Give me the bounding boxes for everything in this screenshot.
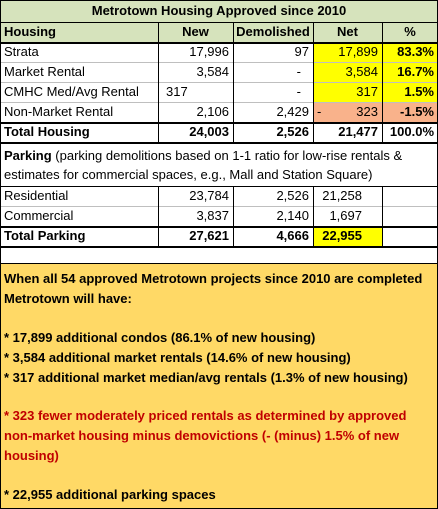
grid-line <box>233 186 234 248</box>
cell-net-negative[interactable]: - 323 <box>313 103 382 122</box>
cell-net[interactable]: 22,955 <box>313 227 382 246</box>
parking-note-line2: estimates for commercial spaces, e.g., M… <box>4 167 373 182</box>
cell-net[interactable]: 3,584 <box>313 63 382 82</box>
grid-line <box>0 22 438 23</box>
table-row: Non-Market Rental 2,106 2,429 - 323 -1.5… <box>0 103 438 122</box>
summary-intro-line2: Metrotown will have: <box>4 291 132 306</box>
grid-line <box>0 102 438 103</box>
row-label[interactable]: Total Parking <box>4 228 86 243</box>
bullet-market-rentals: * 3,584 additional market rentals (14.6%… <box>4 350 351 365</box>
total-housing-row: Total Housing 24,003 2,526 21,477 100.0% <box>0 123 438 142</box>
grid-line <box>313 186 314 248</box>
grid-line <box>313 22 314 144</box>
cell-new[interactable]: 3,584 <box>196 64 229 79</box>
table-row: Residential 23,784 2,526 21,258 <box>0 187 438 206</box>
summary-bullets[interactable]: * 17,899 additional condos (86.1% of new… <box>4 328 408 388</box>
summary-intro-line1: When all 54 approved Metrotown projects … <box>4 271 423 286</box>
row-label[interactable]: Residential <box>4 188 69 203</box>
cell-new[interactable]: 27,621 <box>189 228 229 243</box>
grid-line <box>0 62 438 63</box>
cell-demolished[interactable]: 4,666 <box>276 228 309 243</box>
cell-new[interactable]: 2,106 <box>196 104 229 119</box>
red-note-line3: housing) <box>4 448 59 463</box>
cell-demolished[interactable]: 2,526 <box>276 188 309 203</box>
row-label[interactable]: Market Rental <box>4 64 85 79</box>
total-parking-row: Total Parking 27,621 4,666 22,955 <box>0 227 438 246</box>
cell-new[interactable]: 23,784 <box>189 188 229 203</box>
cell-net[interactable]: 17,899 <box>313 43 382 62</box>
parking-heading: Parking <box>4 148 52 163</box>
cell-demolished[interactable]: - <box>296 64 301 79</box>
table-row: Market Rental 3,584 - 3,584 16.7% <box>0 63 438 82</box>
grid-line <box>0 246 438 248</box>
summary-intro[interactable]: When all 54 approved Metrotown projects … <box>4 269 422 309</box>
grid-line <box>0 122 438 124</box>
header-pct[interactable]: % <box>404 24 416 39</box>
parking-note-text[interactable]: Parking (parking demolitions based on 1-… <box>0 144 438 186</box>
parking-note-line1: (parking demolitions based on 1-1 ratio … <box>51 148 403 163</box>
grid-line <box>382 186 383 248</box>
grid-line <box>0 0 1 509</box>
cell-demolished[interactable]: 97 <box>294 44 309 59</box>
table-row: CMHC Med/Avg Rental 317 - 317 1.5% <box>0 83 438 102</box>
negative-sign: - <box>317 104 322 119</box>
header-row: Housing New Demolished Net % <box>0 23 438 42</box>
row-label[interactable]: Commercial <box>4 208 74 223</box>
header-demolished[interactable]: Demolished <box>236 24 310 39</box>
net-value: 323 <box>356 104 378 119</box>
cell-pct[interactable]: 83.3% <box>382 43 438 62</box>
cell-new[interactable]: 317 <box>166 84 188 99</box>
row-label[interactable]: Total Housing <box>4 124 90 139</box>
grid-line <box>0 42 438 44</box>
red-note-line2: non-market housing minus demovictions (-… <box>4 428 400 443</box>
row-label[interactable]: CMHC Med/Avg Rental <box>4 84 139 99</box>
grid-line <box>0 142 438 144</box>
cell-new[interactable]: 24,003 <box>189 124 229 139</box>
header-new[interactable]: New <box>182 24 209 39</box>
grid-line <box>0 82 438 83</box>
bullet-condos: * 17,899 additional condos (86.1% of new… <box>4 330 316 345</box>
table-row: Strata 17,996 97 17,899 83.3% <box>0 43 438 62</box>
bullet-median-rentals: * 317 additional market median/avg renta… <box>4 370 408 385</box>
table-row: Commercial 3,837 2,140 1,697 <box>0 207 438 226</box>
cell-new[interactable]: 17,996 <box>189 44 229 59</box>
cell-net[interactable]: 1,697 <box>329 208 362 223</box>
cell-net[interactable]: 21,258 <box>322 188 362 203</box>
row-label[interactable]: Non-Market Rental <box>4 104 114 119</box>
cell-demolished[interactable]: 2,140 <box>276 208 309 223</box>
cell-demolished[interactable]: 2,526 <box>276 124 309 139</box>
grid-line <box>382 22 383 144</box>
sheet-title[interactable]: Metrotown Housing Approved since 2010 <box>91 3 347 18</box>
grid-line <box>158 22 159 144</box>
grid-line <box>0 206 438 207</box>
cell-pct[interactable]: 100.0% <box>389 124 434 139</box>
grid-line <box>0 186 438 187</box>
header-net[interactable]: Net <box>337 24 358 39</box>
grid-line <box>0 226 438 228</box>
grid-line <box>0 263 438 264</box>
parking-note: Parking (parking demolitions based on 1-… <box>0 144 438 186</box>
bullet-parking[interactable]: * 22,955 additional parking spaces <box>4 487 216 502</box>
cell-demolished[interactable]: - <box>296 84 301 99</box>
cell-demolished[interactable]: 2,429 <box>276 104 309 119</box>
summary-box: When all 54 approved Metrotown projects … <box>0 264 438 509</box>
cell-pct[interactable]: -1.5% <box>382 103 438 122</box>
grid-line <box>0 0 438 1</box>
header-housing[interactable]: Housing <box>4 24 56 39</box>
grid-line <box>233 22 234 144</box>
row-label[interactable]: Strata <box>4 44 39 59</box>
title-row: Metrotown Housing Approved since 2010 <box>0 0 438 22</box>
cell-new[interactable]: 3,837 <box>196 208 229 223</box>
red-note-line1: * 323 fewer moderately priced rentals as… <box>4 408 407 423</box>
grid-line <box>158 186 159 248</box>
cell-net[interactable]: 21,477 <box>338 124 378 139</box>
cell-pct[interactable]: 16.7% <box>382 63 438 82</box>
summary-red-note[interactable]: * 323 fewer moderately priced rentals as… <box>4 406 406 466</box>
cell-net[interactable]: 317 <box>313 83 382 102</box>
cell-pct[interactable]: 1.5% <box>382 83 438 102</box>
